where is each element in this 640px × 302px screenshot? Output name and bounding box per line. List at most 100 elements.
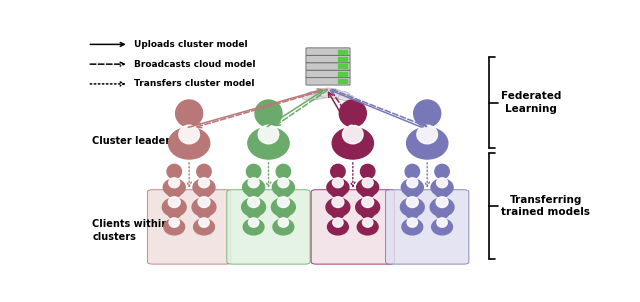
Ellipse shape	[362, 197, 374, 207]
Ellipse shape	[164, 219, 184, 235]
Ellipse shape	[276, 205, 290, 219]
FancyBboxPatch shape	[306, 63, 350, 70]
Ellipse shape	[192, 198, 216, 216]
Ellipse shape	[328, 91, 350, 99]
FancyBboxPatch shape	[306, 78, 350, 85]
Ellipse shape	[406, 127, 448, 159]
Text: Transfers cluster model: Transfers cluster model	[134, 79, 254, 88]
Ellipse shape	[401, 198, 424, 216]
Ellipse shape	[338, 94, 354, 101]
Ellipse shape	[243, 219, 264, 235]
Ellipse shape	[199, 218, 209, 227]
Ellipse shape	[271, 198, 295, 216]
Ellipse shape	[342, 125, 363, 144]
Ellipse shape	[278, 218, 289, 227]
Ellipse shape	[401, 179, 423, 196]
FancyBboxPatch shape	[147, 190, 231, 264]
Ellipse shape	[277, 197, 289, 207]
Text: Uploads cluster model: Uploads cluster model	[134, 40, 247, 49]
Ellipse shape	[435, 182, 450, 198]
Ellipse shape	[163, 198, 186, 216]
Ellipse shape	[406, 205, 419, 219]
Ellipse shape	[402, 219, 422, 235]
Ellipse shape	[406, 197, 419, 207]
Ellipse shape	[248, 197, 260, 207]
Ellipse shape	[326, 198, 350, 216]
Ellipse shape	[276, 182, 291, 198]
Ellipse shape	[436, 197, 448, 207]
Ellipse shape	[405, 164, 419, 179]
Ellipse shape	[242, 198, 266, 216]
Ellipse shape	[198, 197, 210, 207]
Ellipse shape	[302, 94, 318, 101]
Ellipse shape	[332, 197, 344, 207]
FancyBboxPatch shape	[311, 190, 394, 264]
Ellipse shape	[255, 100, 282, 127]
Ellipse shape	[194, 219, 214, 235]
Text: Transferring
trained models: Transferring trained models	[501, 195, 590, 217]
Ellipse shape	[248, 178, 259, 188]
FancyBboxPatch shape	[306, 70, 350, 78]
Ellipse shape	[248, 218, 259, 227]
Ellipse shape	[248, 127, 289, 159]
Ellipse shape	[430, 198, 454, 216]
Ellipse shape	[407, 218, 417, 227]
Ellipse shape	[175, 100, 203, 127]
Ellipse shape	[327, 179, 349, 196]
FancyBboxPatch shape	[306, 55, 350, 63]
Ellipse shape	[331, 164, 345, 179]
Text: Broadcasts cloud model: Broadcasts cloud model	[134, 59, 255, 69]
Ellipse shape	[196, 182, 212, 198]
Ellipse shape	[278, 178, 289, 188]
Ellipse shape	[197, 205, 211, 219]
Ellipse shape	[193, 179, 215, 196]
Ellipse shape	[435, 164, 449, 179]
Ellipse shape	[246, 182, 261, 198]
Ellipse shape	[360, 164, 375, 179]
Text: Cluster leaders: Cluster leaders	[92, 136, 176, 146]
Ellipse shape	[435, 205, 449, 219]
Ellipse shape	[168, 205, 181, 219]
Ellipse shape	[413, 100, 441, 127]
Ellipse shape	[431, 179, 453, 196]
Ellipse shape	[328, 219, 348, 235]
Ellipse shape	[357, 219, 378, 235]
Ellipse shape	[247, 205, 260, 219]
Ellipse shape	[356, 179, 379, 196]
Ellipse shape	[198, 178, 209, 188]
Ellipse shape	[360, 182, 376, 198]
Ellipse shape	[246, 164, 260, 179]
Ellipse shape	[331, 205, 345, 219]
Ellipse shape	[168, 197, 180, 207]
Ellipse shape	[436, 178, 447, 188]
Ellipse shape	[258, 125, 279, 144]
Ellipse shape	[273, 179, 294, 196]
Ellipse shape	[407, 178, 418, 188]
Ellipse shape	[169, 218, 179, 227]
Ellipse shape	[179, 125, 200, 144]
Ellipse shape	[437, 218, 447, 227]
Ellipse shape	[163, 179, 185, 196]
Ellipse shape	[167, 164, 181, 179]
Text: Clients within
clusters: Clients within clusters	[92, 219, 169, 242]
Ellipse shape	[333, 218, 343, 227]
Ellipse shape	[243, 179, 264, 196]
Ellipse shape	[356, 198, 380, 216]
FancyBboxPatch shape	[227, 190, 310, 264]
Ellipse shape	[276, 164, 291, 179]
Ellipse shape	[169, 178, 180, 188]
Text: Federated
Learning: Federated Learning	[501, 91, 561, 114]
Ellipse shape	[404, 182, 420, 198]
Ellipse shape	[306, 91, 328, 99]
FancyBboxPatch shape	[385, 190, 469, 264]
Ellipse shape	[362, 218, 373, 227]
Ellipse shape	[273, 219, 294, 235]
Ellipse shape	[197, 164, 211, 179]
Ellipse shape	[332, 127, 373, 159]
Ellipse shape	[362, 178, 373, 188]
Ellipse shape	[361, 205, 374, 219]
Ellipse shape	[166, 182, 182, 198]
Ellipse shape	[417, 125, 438, 144]
Ellipse shape	[332, 178, 344, 188]
Ellipse shape	[330, 182, 346, 198]
